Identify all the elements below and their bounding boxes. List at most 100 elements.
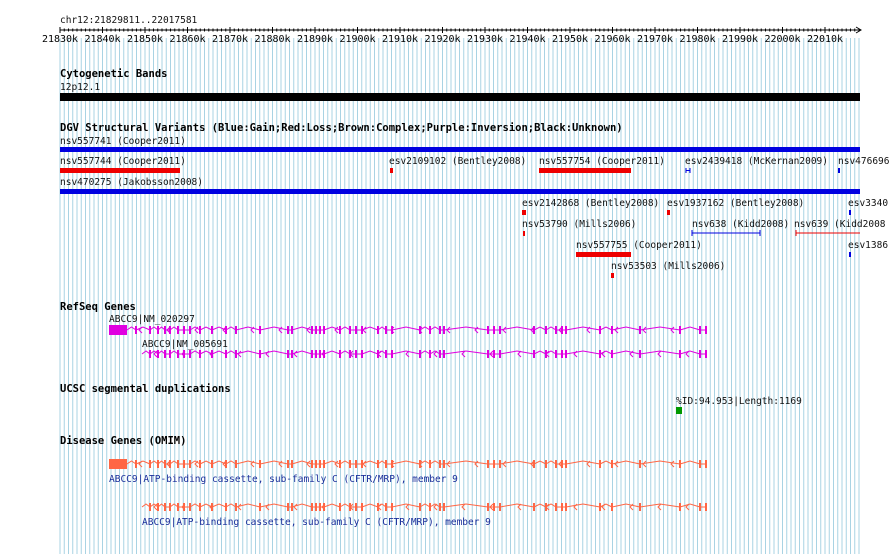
dgv-label[interactable]: esv1937162 (Bentley2008) bbox=[667, 198, 805, 209]
refseq-label[interactable]: ABCC9|NM_005691 bbox=[142, 339, 228, 350]
gene-exon bbox=[545, 326, 547, 334]
dgv-label[interactable]: nsv53503 (Mills2006) bbox=[611, 261, 726, 272]
gene-exon bbox=[493, 326, 495, 334]
gene-exon bbox=[211, 503, 213, 511]
dgv-label[interactable]: nsv53790 (Mills2006) bbox=[522, 219, 637, 230]
gene-exon bbox=[339, 460, 341, 468]
dgv-feature-bar bbox=[522, 210, 526, 215]
gene-strand-arrow bbox=[209, 350, 214, 358]
gene-exon bbox=[493, 350, 495, 358]
dgv-feature-bar bbox=[539, 168, 631, 173]
gene-exon bbox=[315, 350, 317, 358]
ruler-tick-label: 21850k bbox=[126, 34, 164, 45]
gene-strand-arrow bbox=[390, 326, 395, 334]
gene-strand-arrow bbox=[446, 460, 451, 468]
gene-exon bbox=[419, 460, 421, 468]
dgv-label[interactable]: nsv557741 (Cooper2011) bbox=[60, 136, 186, 147]
gene-exon bbox=[169, 460, 171, 468]
gene-exon bbox=[177, 503, 179, 511]
dgv-label[interactable]: esv1386 bbox=[848, 240, 889, 251]
gene-strand-arrow bbox=[237, 350, 242, 358]
gene-exon bbox=[611, 460, 613, 468]
gene-exon bbox=[259, 326, 261, 334]
refseq-label[interactable]: ABCC9|NM_020297 bbox=[109, 314, 195, 325]
gene-exon bbox=[545, 460, 547, 468]
gene-exon bbox=[533, 350, 535, 358]
cytoband-track-title: Cytogenetic Bands bbox=[60, 68, 168, 80]
gene-exon bbox=[319, 350, 321, 358]
dgv-label[interactable]: nsv557754 (Cooper2011) bbox=[539, 156, 665, 167]
gene-exon bbox=[443, 326, 445, 334]
gene-exon bbox=[565, 350, 567, 358]
cytoband-bar bbox=[60, 93, 860, 101]
dgv-label[interactable]: nsv557744 (Cooper2011) bbox=[60, 156, 186, 167]
omim-label[interactable]: ABCC9|ATP-binding cassette, sub-family C… bbox=[142, 517, 491, 528]
dgv-feature-bar bbox=[691, 230, 761, 236]
gene-strand-arrow bbox=[586, 326, 591, 334]
gene-strand-arrow bbox=[586, 460, 591, 468]
gene-exon bbox=[499, 460, 501, 468]
gene-exon bbox=[533, 326, 535, 334]
gene-exon bbox=[439, 503, 441, 511]
gene-exon bbox=[499, 326, 501, 334]
dgv-label[interactable]: esv3340 bbox=[848, 198, 889, 209]
gene-exon bbox=[225, 326, 227, 334]
gene-strand-arrow bbox=[642, 326, 647, 334]
dgv-label[interactable]: nsv639 (Kidd2008 bbox=[794, 219, 886, 230]
gene-exon bbox=[211, 326, 213, 334]
gene-exon bbox=[349, 460, 351, 468]
gene-exon bbox=[499, 503, 501, 511]
dgv-label[interactable]: esv2439418 (McKernan2009) bbox=[685, 156, 828, 167]
gene-exon bbox=[315, 503, 317, 511]
gene-exon bbox=[429, 460, 431, 468]
omim-label[interactable]: ABCC9|ATP-binding cassette, sub-family C… bbox=[109, 474, 458, 485]
dgv-label[interactable]: esv2109102 (Bentley2008) bbox=[389, 156, 527, 167]
ruler-tick-label: 21920k bbox=[424, 34, 461, 45]
dgv-feature-bar bbox=[667, 210, 670, 215]
refseq-transcript-1 bbox=[109, 325, 707, 335]
gene-strand-arrow bbox=[138, 326, 143, 334]
dgv-feature-bar bbox=[795, 230, 860, 236]
gene-strand-arrow bbox=[614, 326, 619, 334]
gene-strand-arrow bbox=[181, 503, 186, 511]
dgv-feature-bar bbox=[838, 168, 840, 173]
gene-exon bbox=[419, 350, 421, 358]
gene-exon bbox=[319, 460, 321, 468]
omim-track-title: Disease Genes (OMIM) bbox=[60, 435, 187, 447]
dgv-label[interactable]: esv2142868 (Bentley2008) bbox=[522, 198, 660, 209]
gene-strand-arrow bbox=[517, 503, 522, 511]
dgv-label[interactable]: nsv476696 bbox=[838, 156, 890, 167]
gene-intron bbox=[126, 460, 706, 465]
ruler-tick-label: 21980k bbox=[679, 34, 716, 45]
gene-exon bbox=[149, 350, 151, 358]
gene-strand-arrow bbox=[293, 503, 298, 511]
gene-exon bbox=[339, 503, 341, 511]
dgv-track-title: DGV Structural Variants (Blue:Gain;Red:L… bbox=[60, 122, 623, 134]
dgv-label[interactable]: nsv638 (Kidd2008) bbox=[692, 219, 790, 230]
segdup-label[interactable]: %ID:94.953|Length:1169 bbox=[676, 396, 802, 407]
gene-exon bbox=[259, 350, 261, 358]
gene-exon bbox=[561, 503, 563, 511]
gene-exon bbox=[361, 350, 363, 358]
gene-strand-arrow bbox=[461, 503, 466, 511]
gene-strand-arrow bbox=[293, 350, 298, 358]
gene-strand-arrow bbox=[601, 350, 606, 358]
gene-exon bbox=[679, 460, 681, 468]
dgv-label[interactable]: nsv557755 (Cooper2011) bbox=[576, 240, 702, 251]
gene-exon bbox=[177, 460, 179, 468]
ruler-tick-label: 21880k bbox=[254, 34, 291, 45]
gene-strand-arrow bbox=[418, 326, 423, 334]
gene-strand-arrow bbox=[405, 503, 410, 511]
gene-exon bbox=[157, 350, 159, 358]
gene-exon bbox=[611, 350, 613, 358]
dgv-label[interactable]: nsv470275 (Jakobsson2008) bbox=[60, 177, 203, 188]
gene-strand-arrow bbox=[517, 350, 522, 358]
segdup-track-title: UCSC segmental duplications bbox=[60, 383, 231, 395]
gene-exon bbox=[311, 350, 313, 358]
gene-exon bbox=[555, 460, 557, 468]
gene-strand-arrow bbox=[489, 350, 494, 358]
gene-exon bbox=[135, 326, 137, 334]
